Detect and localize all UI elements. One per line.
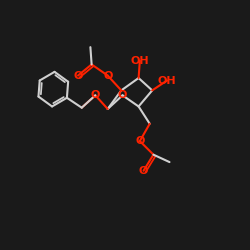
Text: O: O (91, 90, 100, 100)
Text: O: O (135, 136, 144, 146)
Text: O: O (139, 166, 148, 176)
Text: O: O (73, 70, 83, 81)
Text: O: O (103, 70, 113, 81)
Text: OH: OH (130, 56, 149, 66)
Text: O: O (118, 90, 127, 100)
Text: OH: OH (158, 76, 176, 86)
